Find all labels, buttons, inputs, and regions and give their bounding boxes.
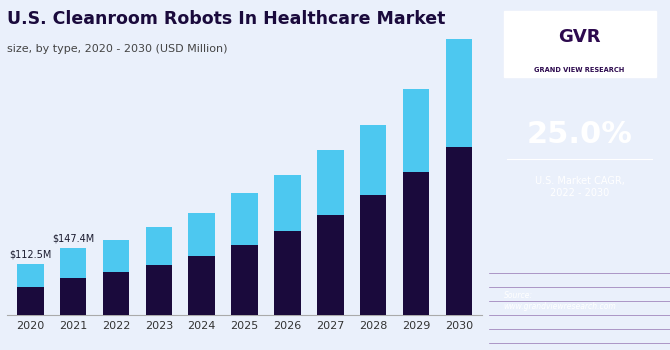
Text: Source:
www.grandviewresearch.com: Source: www.grandviewresearch.com	[504, 291, 616, 311]
Bar	[360, 125, 387, 195]
Bar	[17, 264, 44, 287]
FancyBboxPatch shape	[504, 10, 655, 77]
Bar	[274, 175, 301, 231]
Bar	[17, 287, 44, 315]
Bar	[103, 272, 129, 315]
Bar	[103, 240, 129, 272]
Bar	[60, 278, 86, 315]
Bar	[317, 215, 344, 315]
Text: $147.4M: $147.4M	[52, 234, 94, 244]
Bar	[188, 213, 215, 256]
Text: GVR: GVR	[558, 28, 601, 46]
Text: $112.5M: $112.5M	[9, 250, 52, 259]
Bar	[145, 265, 172, 315]
Bar	[403, 89, 429, 172]
Bar	[231, 193, 258, 245]
Bar	[231, 245, 258, 315]
Text: U.S. Cleanroom Robots In Healthcare Market: U.S. Cleanroom Robots In Healthcare Mark…	[7, 10, 445, 28]
Text: U.S. Market CAGR,
2022 - 2030: U.S. Market CAGR, 2022 - 2030	[535, 176, 624, 198]
Legend: Traditional Industrial Robots, Collaborative Robots: Traditional Industrial Robots, Collabora…	[54, 346, 379, 350]
Text: GRAND VIEW RESEARCH: GRAND VIEW RESEARCH	[535, 67, 624, 73]
Bar	[274, 231, 301, 315]
Bar	[317, 150, 344, 215]
Bar	[446, 39, 472, 147]
Text: size, by type, 2020 - 2030 (USD Million): size, by type, 2020 - 2030 (USD Million)	[7, 44, 227, 54]
Bar	[403, 172, 429, 315]
Bar	[360, 195, 387, 315]
Text: 25.0%: 25.0%	[527, 120, 632, 149]
Bar	[188, 256, 215, 315]
Bar	[446, 147, 472, 315]
Bar	[145, 227, 172, 265]
Bar	[60, 248, 86, 278]
